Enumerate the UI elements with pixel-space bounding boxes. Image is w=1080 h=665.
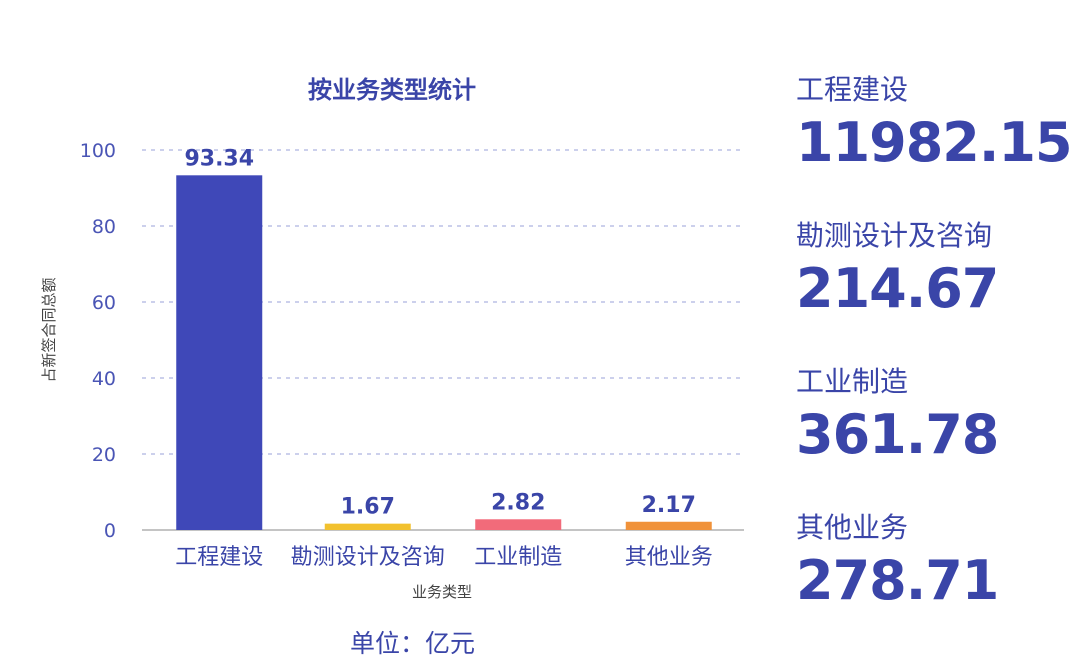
stat-label-other: 其他业务 [796,511,909,544]
stat-value-survey-design: 214.67 [796,257,999,320]
y-tick-label: 60 [92,292,116,314]
stat-label-survey-design: 勘测设计及咨询 [796,219,993,252]
y-axis-title: 占新签合同总额 [40,277,58,382]
x-category-label: 工业制造 [474,545,562,570]
bar [176,175,263,531]
x-category-label: 工程建设 [175,545,263,570]
bars [176,175,712,531]
unit-note: 单位：亿元 [350,629,476,658]
stat-label-manufacturing: 工业制造 [796,365,909,398]
bar [625,521,712,530]
y-tick-label: 40 [92,368,116,390]
x-axis-categories: 工程建设 勘测设计及咨询 工业制造 其他业务 [175,545,713,570]
y-tick-label: 100 [80,140,116,162]
y-tick-label: 0 [104,520,116,542]
bar-value-label: 2.82 [491,490,545,515]
bar [475,519,562,530]
y-tick-label: 20 [92,444,116,466]
stat-label-engineering: 工程建设 [796,73,909,106]
stat-value-engineering: 11982.15 [796,111,1073,174]
chart-title: 按业务类型统计 [308,76,476,104]
y-tick-label: 80 [92,216,116,238]
bar-value-label: 93.34 [184,146,254,171]
data-labels: 93.34 1.67 2.82 2.17 [184,146,695,519]
y-axis-ticks: 0 20 40 60 80 100 [80,140,116,542]
x-axis-title: 业务类型 [412,583,472,601]
x-category-label: 其他业务 [625,545,713,570]
stats-panel: 工程建设 11982.15 勘测设计及咨询 214.67 工业制造 361.78… [796,70,1076,654]
bar-value-label: 2.17 [642,493,696,518]
bar-value-label: 1.67 [341,495,395,520]
x-category-label: 勘测设计及咨询 [291,545,445,570]
stat-value-other: 278.71 [796,549,999,612]
bar [324,523,411,530]
stat-value-manufacturing: 361.78 [796,403,999,466]
bar-chart: 按业务类型统计 0 20 40 60 80 100 93.34 1.67 2.82 2.17 工… [40,76,744,601]
